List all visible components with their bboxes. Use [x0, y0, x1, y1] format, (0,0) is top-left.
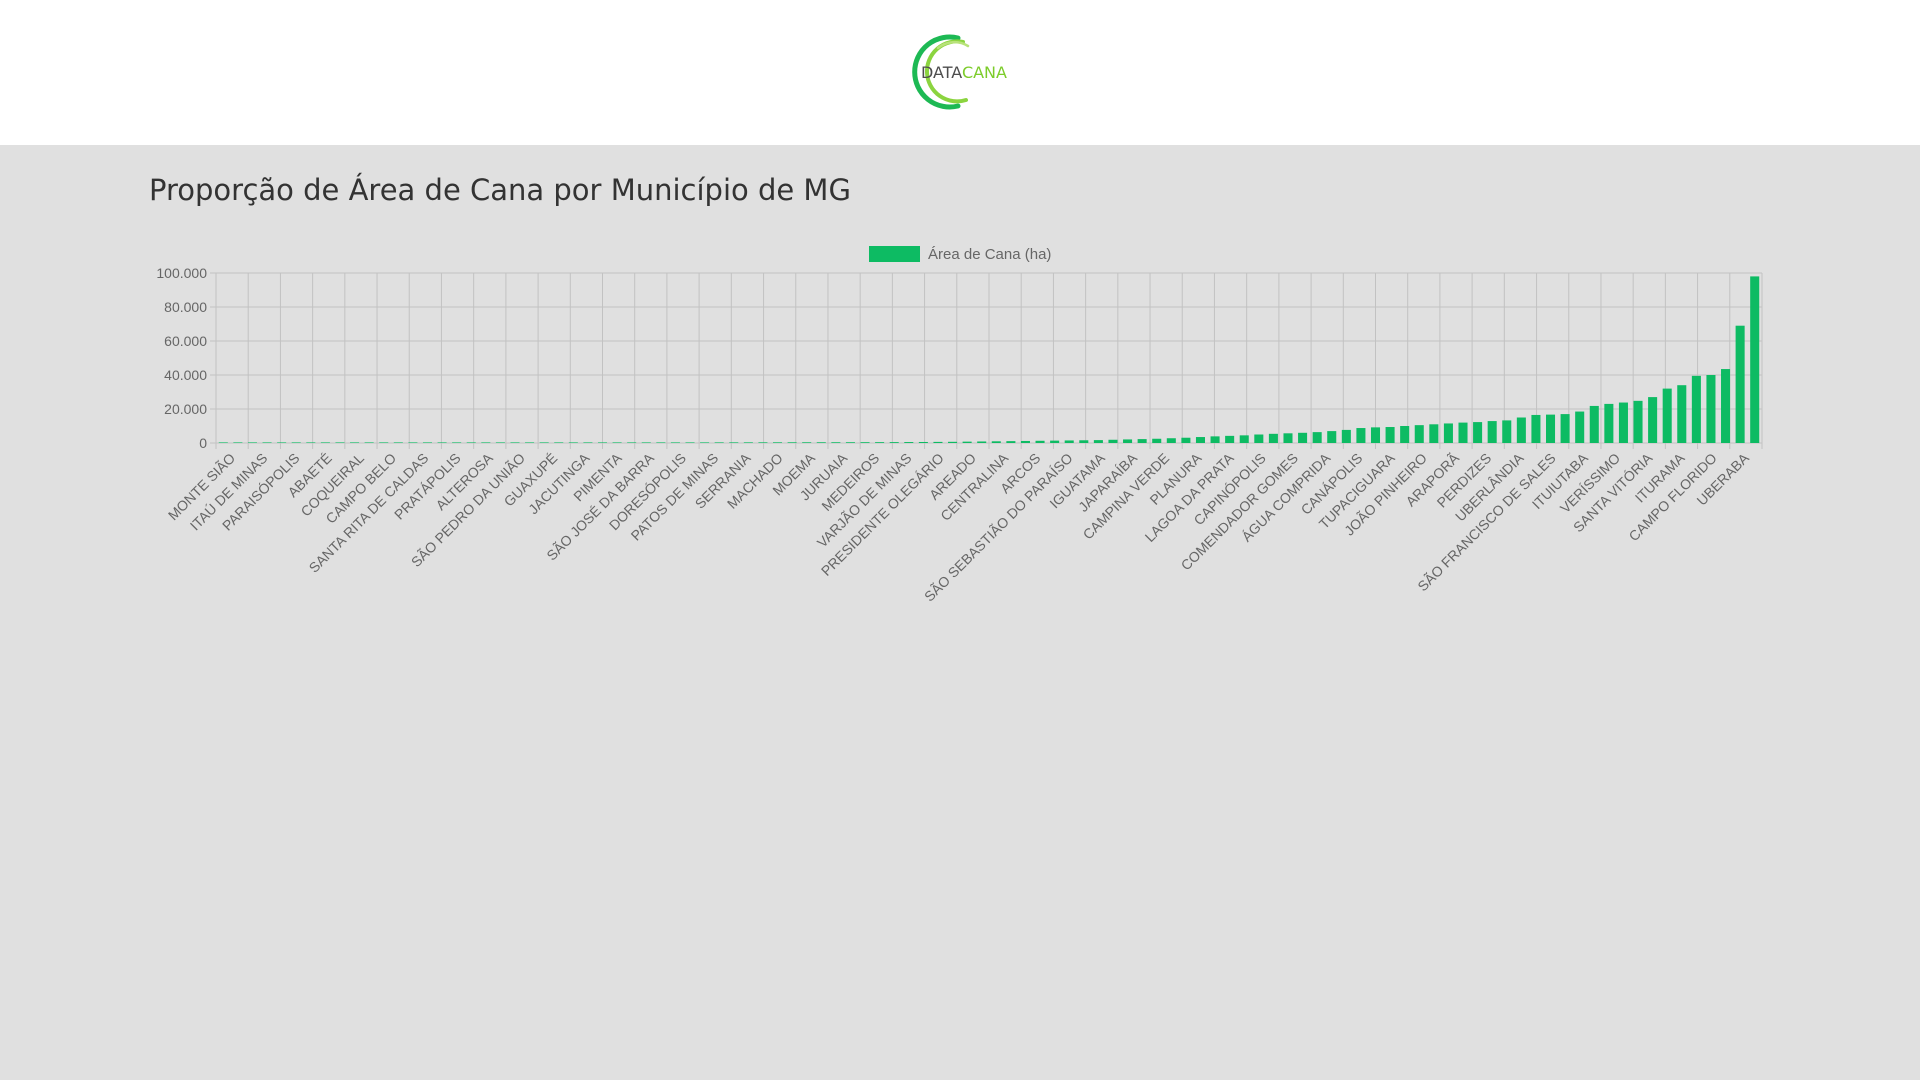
logo-text-data: DATA — [921, 63, 962, 82]
logo-wordmark: DATACANA — [921, 63, 1007, 82]
main-content — [0, 145, 1920, 1080]
logo-text-cana: CANA — [961, 63, 1007, 82]
header: DATACANA — [0, 0, 1920, 145]
logo-rings-icon — [912, 34, 970, 110]
page-title: Proporção de Área de Cana por Município … — [149, 173, 851, 207]
datacana-logo[interactable]: DATACANA — [898, 34, 1028, 110]
